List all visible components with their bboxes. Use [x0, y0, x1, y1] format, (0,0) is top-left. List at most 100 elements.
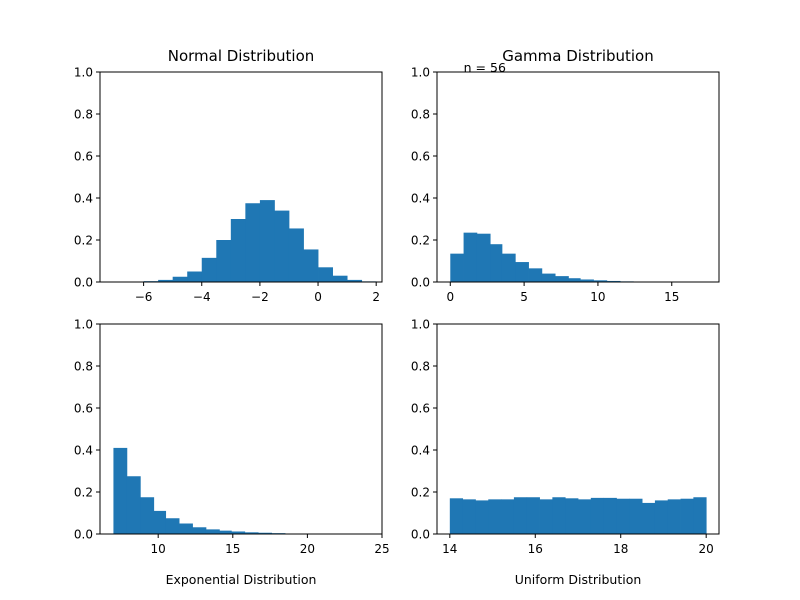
histogram-bar	[219, 530, 232, 534]
histogram-bar	[463, 232, 478, 282]
histogram-bar	[513, 497, 528, 534]
y-tick-label: 0.0	[74, 276, 93, 290]
y-tick-label: 0.8	[74, 108, 93, 122]
histogram-bar	[528, 268, 543, 282]
y-tick-label: 1.0	[411, 318, 430, 332]
histogram-bar	[603, 497, 617, 534]
ticks-group: 0 5 10 15 0.0 0.2 0.4 0.6 0.8 1.0	[411, 66, 679, 305]
y-tick-label: 1.0	[411, 66, 430, 80]
histogram-bar	[153, 510, 167, 534]
histogram-bar	[629, 498, 643, 534]
histogram-bar	[450, 253, 464, 282]
histogram-bar	[654, 500, 669, 534]
histogram-bar	[526, 497, 540, 534]
x-tick-label: 2	[372, 290, 380, 304]
histogram-bar	[667, 499, 681, 534]
histogram-bar	[555, 276, 569, 282]
histogram-bar	[216, 240, 232, 282]
y-tick-label: 0.8	[74, 360, 93, 374]
histogram-bar	[205, 529, 220, 534]
histogram-bar	[259, 200, 275, 282]
y-tick-label: 0.8	[411, 108, 430, 122]
histogram-bar	[488, 499, 502, 534]
x-tick-label: 0	[446, 290, 454, 304]
y-tick-label: 0.6	[411, 150, 430, 164]
axes-frame	[436, 71, 720, 283]
histogram-bar	[158, 279, 174, 282]
histogram-bar	[244, 532, 259, 534]
x-tick-label: 15	[225, 542, 240, 556]
bars-group	[449, 497, 707, 534]
histogram-bar	[303, 249, 319, 282]
y-tick-label: 0.8	[411, 360, 430, 374]
panel-gamma: Gamma Distribution 0 5 10 15 0.0 0.2 0.4 0.6 0.8…	[411, 47, 720, 305]
panel-title: Gamma Distribution	[502, 47, 654, 65]
y-tick-label: 0.6	[74, 150, 93, 164]
histogram-bar	[616, 498, 630, 534]
x-tick-label: 16	[528, 542, 543, 556]
x-tick-label: −2	[251, 290, 269, 304]
histogram-bar	[565, 498, 579, 534]
histogram-bar	[332, 275, 348, 282]
x-tick-label: −6	[135, 290, 153, 304]
histogram-bar	[187, 271, 203, 282]
axes-frame	[436, 323, 720, 535]
x-axis-label: Uniform Distribution	[515, 572, 642, 587]
histogram-bar	[590, 497, 605, 534]
histogram-bar	[258, 532, 272, 534]
histogram-bar	[642, 502, 656, 534]
x-tick-label: 15	[664, 290, 679, 304]
panel-title: Normal Distribution	[168, 47, 315, 65]
histogram-bar	[126, 476, 141, 534]
x-tick-label: 5	[520, 290, 528, 304]
y-tick-label: 0.6	[74, 402, 93, 416]
y-tick-label: 0.4	[411, 444, 430, 458]
histogram-bar	[245, 203, 261, 282]
histogram-bar	[201, 257, 217, 282]
panel-exponential: 10 15 20 25 0.0 0.2 0.4 0.6 0.8 1.0 Exponential D…	[74, 318, 390, 588]
histogram-bar	[462, 499, 476, 534]
histogram-bar	[172, 276, 188, 282]
histogram-bar	[274, 210, 290, 282]
bars-group	[450, 232, 646, 282]
y-tick-label: 0.0	[411, 276, 430, 290]
y-tick-label: 0.2	[411, 234, 430, 248]
y-tick-label: 0.6	[411, 402, 430, 416]
y-tick-label: 0.4	[74, 444, 93, 458]
histogram-bar	[140, 497, 155, 534]
histogram-bar	[165, 518, 180, 534]
x-tick-label: 10	[590, 290, 605, 304]
histogram-bar	[318, 267, 333, 282]
x-tick-label: 25	[374, 542, 389, 556]
y-tick-label: 0.4	[411, 192, 430, 206]
ticks-group: 14 16 18 20 0.0 0.2 0.4 0.6 0.8 1.0	[411, 318, 714, 557]
axes-frame	[99, 323, 383, 535]
panel-normal: Normal Distribution −6 −4 −2 0 2 0.0 0.2 0.4 0.6…	[74, 47, 383, 305]
x-tick-label: 0	[314, 290, 322, 304]
histogram-bar	[578, 499, 592, 534]
axes-frame	[99, 71, 383, 283]
histogram-bar	[693, 497, 707, 534]
ticks-group: −6 −4 −2 0 2 0.0 0.2 0.4 0.6 0.8 1.0	[74, 66, 380, 305]
sample-count-annotation: n = 56	[464, 60, 506, 75]
ticks-group: 10 15 20 25 0.0 0.2 0.4 0.6 0.8 1.0	[74, 318, 390, 557]
y-tick-label: 0.0	[411, 528, 430, 542]
histogram-bar	[179, 523, 193, 534]
histogram-bar	[231, 531, 246, 534]
histogram-bar	[568, 278, 581, 282]
bars-group	[113, 447, 286, 534]
y-tick-label: 0.2	[411, 486, 430, 500]
x-tick-label: 10	[151, 542, 166, 556]
histogram-bar	[347, 279, 363, 282]
panel-uniform: 14 16 18 20 0.0 0.2 0.4 0.6 0.8 1.0 Uniform Distr…	[411, 318, 720, 587]
histogram-bar	[552, 497, 566, 534]
histogram-bar	[580, 279, 594, 282]
histogram-bar	[192, 527, 207, 534]
y-tick-label: 1.0	[74, 66, 93, 80]
histogram-bar	[539, 499, 553, 534]
y-tick-label: 0.0	[74, 528, 93, 542]
y-tick-label: 0.4	[74, 192, 93, 206]
bars-group	[126, 200, 377, 282]
histogram-bar	[475, 500, 489, 534]
